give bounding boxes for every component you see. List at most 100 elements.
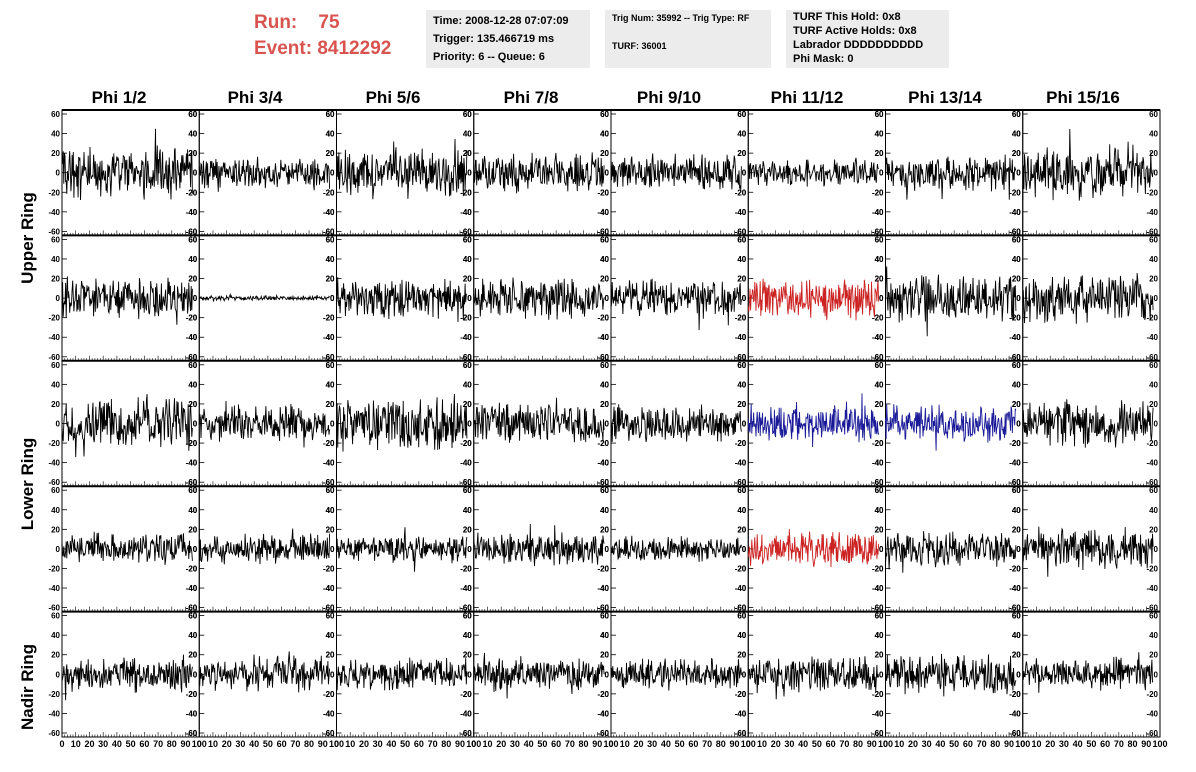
y-tick-label-right: -20 [1146,314,1158,323]
y-tick-label-right: 20 [463,525,472,534]
y-tick-label-right: 20 [737,651,746,660]
y-tick-label-right: -60 [1009,227,1021,236]
y-tick-label-right: -20 [323,690,335,699]
waveform-trace [885,531,1017,573]
event-label: Event: [254,38,313,59]
x-tick-label: 90 [318,739,328,749]
x-tick-label: 60 [139,739,149,749]
x-tick-label: 50 [263,739,273,749]
x-tick-label: 100 [192,739,207,749]
y-tick-label-right: -20 [186,690,198,699]
y-tick-label: 60 [737,486,746,495]
y-tick-label: 60 [600,486,609,495]
y-tick-label: -60 [186,353,198,362]
y-tick-label-right: 0 [1154,420,1159,429]
waveform-trace [1022,128,1154,201]
waveform-trace [61,654,193,701]
y-tick-label-right: -40 [872,333,884,342]
waveform-panel: -60 -60 -40 -40 -20 -20 0 0 20 20 40 40 60 60 [186,109,337,236]
waveform-panel: -60 -60 -40 -40 -20 -20 0 0 20 20 40 40 60 60 [48,234,200,362]
y-tick-label: 20 [188,400,197,409]
y-tick-label-right: 60 [1012,235,1021,244]
y-tick-label-right: -60 [460,353,472,362]
y-tick-label-right: -60 [872,729,884,738]
y-tick-label: -60 [460,729,472,738]
y-tick-label: 0 [605,670,610,679]
y-tick-label-right: -60 [735,227,747,236]
y-tick-label-right: 20 [875,275,884,284]
x-tick-label: 20 [633,739,643,749]
y-tick-label: -20 [872,188,884,197]
y-tick-label-right: 0 [605,420,610,429]
y-tick-label: 0 [879,420,884,429]
y-tick-label: 0 [193,420,198,429]
y-tick-label: 40 [188,130,197,139]
y-tick-label-right: -20 [1009,439,1021,448]
y-tick-label-right: 60 [600,361,609,370]
y-tick-label: 40 [463,130,472,139]
y-tick-label-right: -40 [1009,709,1021,718]
y-tick-label-right: -60 [460,478,472,487]
y-tick-label-right: 40 [600,255,609,264]
y-tick-label: 0 [330,294,335,303]
y-tick-label-right: 60 [737,110,746,119]
waveform-panel: -60 -60 -40 -40 -20 -20 0 0 20 20 40 40 60 60 [48,360,200,487]
x-tick-label: 40 [661,739,671,749]
y-tick-label: -60 [323,478,335,487]
y-tick-label-right: 60 [1149,110,1158,119]
y-tick-label: -40 [460,333,472,342]
y-tick-label: 60 [51,361,60,370]
y-tick-label: -20 [323,690,335,699]
y-tick-label-right: 0 [742,169,747,178]
y-tick-label: 0 [1016,294,1021,303]
waveform-trace [336,138,468,200]
y-tick-label-right: 40 [600,631,609,640]
y-tick-label: 0 [193,169,198,178]
y-tick-label: 0 [1016,545,1021,554]
y-tick-label: 60 [51,110,60,119]
y-tick-label: 0 [193,670,198,679]
y-tick-label: 0 [605,294,610,303]
y-tick-label-right: -20 [872,439,884,448]
y-tick-label: 20 [326,651,335,660]
y-tick-label-right: 0 [1154,169,1159,178]
y-tick-label-right: 60 [600,110,609,119]
x-tick-label: 60 [414,739,424,749]
y-tick-label-right: -40 [597,459,609,468]
waveform-trace [1022,399,1154,448]
y-tick-label-right: 60 [600,486,609,495]
y-tick-label: -60 [1009,227,1021,236]
x-tick-label: 30 [510,739,520,749]
waveform-panel: -60 -60 -40 -40 -20 -20 0 0 20 20 40 40 60 60 [735,234,886,362]
y-tick-label: -40 [597,208,609,217]
y-tick-label: -40 [323,584,335,593]
y-tick-label: 40 [51,631,60,640]
y-tick-label: 20 [1012,275,1021,284]
y-tick-label-right: -40 [872,459,884,468]
x-tick-label: 40 [935,739,945,749]
y-tick-label: 20 [188,651,197,660]
x-tick-label: 80 [990,739,1000,749]
waveform-panel: -60 -60 -40 -40 -20 -20 0 0 20 20 40 40 60 60 [48,109,200,236]
y-tick-label-right: 0 [330,169,335,178]
x-tick-label: 80 [441,739,451,749]
priority-text: Priority: 6 -- Queue: 6 [433,51,545,63]
y-tick-label-right: 60 [188,235,197,244]
y-tick-label-right: 40 [188,631,197,640]
y-tick-label: 20 [737,651,746,660]
y-tick-label: -40 [186,459,198,468]
x-tick-label: 70 [1114,739,1124,749]
y-tick-label-right: 0 [879,169,884,178]
y-tick-label: 0 [193,294,198,303]
run-row: Run: 75 [254,10,391,36]
y-tick-label-right: -60 [323,604,335,613]
y-tick-label: -60 [1009,604,1021,613]
waveform-panel: -60 -60 -40 -40 -20 -20 0 0 20 20 40 40 60 60 [872,234,1024,362]
time-info-box: Time: 2008-12-28 07:07:09 Trigger: 135.4… [426,10,590,68]
y-tick-label: 40 [463,631,472,640]
y-tick-label: 0 [330,169,335,178]
y-tick-label-right: -20 [1009,314,1021,323]
y-tick-label-right: 60 [188,612,197,621]
y-tick-label: -60 [186,604,198,613]
y-tick-label: -60 [48,353,60,362]
